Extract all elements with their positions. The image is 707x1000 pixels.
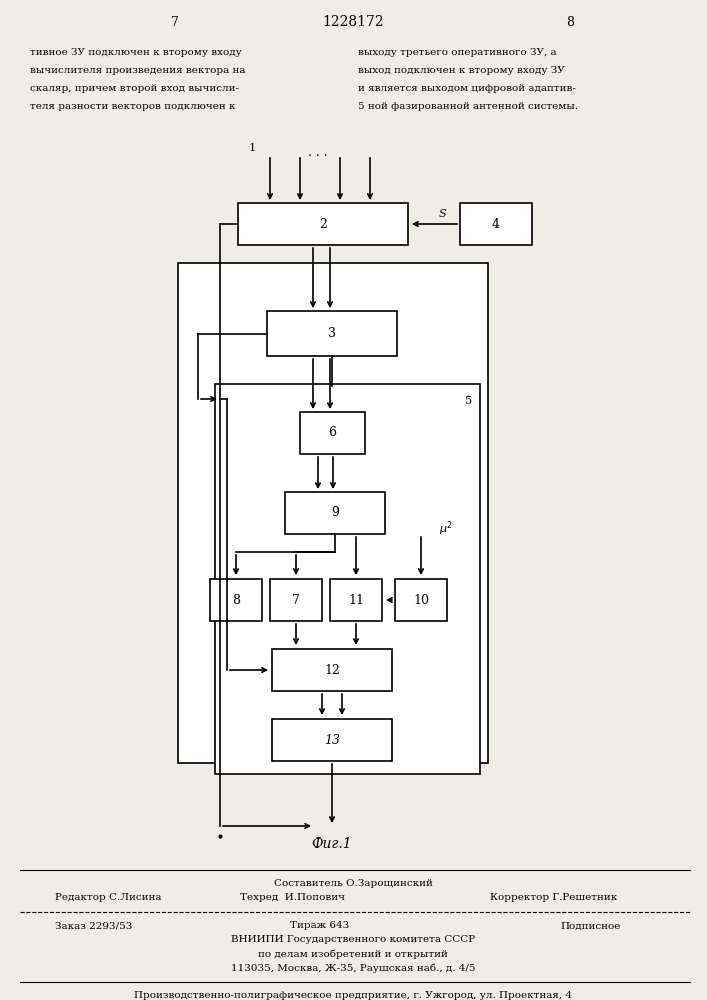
Text: 12: 12: [324, 664, 340, 676]
Text: 2: 2: [319, 218, 327, 231]
Bar: [460, 203, 532, 245]
Text: Производственно-полиграфическое предприятие, г. Ужгород, ул. Проектная, 4: Производственно-полиграфическое предприя…: [134, 992, 572, 1000]
Bar: [267, 311, 397, 356]
Text: Корректор Г.Решетник: Корректор Г.Решетник: [490, 894, 617, 902]
Text: Тираж 643: Тираж 643: [291, 922, 350, 930]
Text: 5 ной фазированной антенной системы.: 5 ной фазированной антенной системы.: [358, 102, 578, 111]
Bar: [272, 649, 392, 691]
Text: 8: 8: [566, 15, 574, 28]
Text: вычислителя произведения вектора на: вычислителя произведения вектора на: [30, 66, 245, 75]
Text: Составитель О.Зарощинский: Составитель О.Зарощинский: [274, 880, 433, 888]
Bar: [215, 384, 480, 774]
Text: S: S: [438, 209, 446, 219]
Text: . . .: . . .: [308, 145, 328, 158]
Text: Заказ 2293/53: Заказ 2293/53: [55, 922, 132, 930]
Text: по делам изобретений и открытий: по делам изобретений и открытий: [258, 949, 448, 959]
Bar: [300, 412, 365, 454]
Text: выход подключен к второму входу ЗУ: выход подключен к второму входу ЗУ: [358, 66, 565, 75]
Text: 7: 7: [171, 15, 179, 28]
Text: Подписное: Подписное: [560, 922, 620, 930]
Text: 11: 11: [348, 593, 364, 606]
Text: 3: 3: [328, 327, 336, 340]
Bar: [238, 203, 408, 245]
Text: Фиг.1: Фиг.1: [312, 837, 352, 851]
Text: 7: 7: [292, 593, 300, 606]
Text: 1: 1: [248, 143, 255, 153]
Text: выходу третьего оперативного ЗУ, а: выходу третьего оперативного ЗУ, а: [358, 48, 556, 57]
Text: $\mu^2$: $\mu^2$: [439, 520, 453, 538]
Text: 13: 13: [324, 734, 340, 746]
Bar: [270, 579, 322, 621]
Bar: [178, 263, 488, 763]
Text: Редактор С.Лисина: Редактор С.Лисина: [55, 894, 161, 902]
Text: Техред  И.Попович: Техред И.Попович: [240, 894, 345, 902]
Bar: [395, 579, 447, 621]
Bar: [285, 492, 385, 534]
Text: теля разности векторов подключен к: теля разности векторов подключен к: [30, 102, 235, 111]
Text: ВНИИПИ Государственного комитета СССР: ВНИИПИ Государственного комитета СССР: [231, 936, 475, 944]
Text: 10: 10: [413, 593, 429, 606]
Text: 4: 4: [492, 218, 500, 231]
Bar: [272, 719, 392, 761]
Text: 113035, Москва, Ж-35, Раушская наб., д. 4/5: 113035, Москва, Ж-35, Раушская наб., д. …: [230, 963, 475, 973]
Text: 1228172: 1228172: [322, 15, 384, 29]
Text: 8: 8: [232, 593, 240, 606]
Text: тивное ЗУ подключен к второму входу: тивное ЗУ подключен к второму входу: [30, 48, 242, 57]
Bar: [210, 579, 262, 621]
Bar: [330, 579, 382, 621]
Text: 6: 6: [329, 426, 337, 440]
Text: 9: 9: [331, 506, 339, 520]
Text: и является выходом цифровой адаптив-: и является выходом цифровой адаптив-: [358, 84, 576, 93]
Text: скаляр, причем второй вход вычисли-: скаляр, причем второй вход вычисли-: [30, 84, 239, 93]
Text: 5: 5: [465, 396, 472, 406]
